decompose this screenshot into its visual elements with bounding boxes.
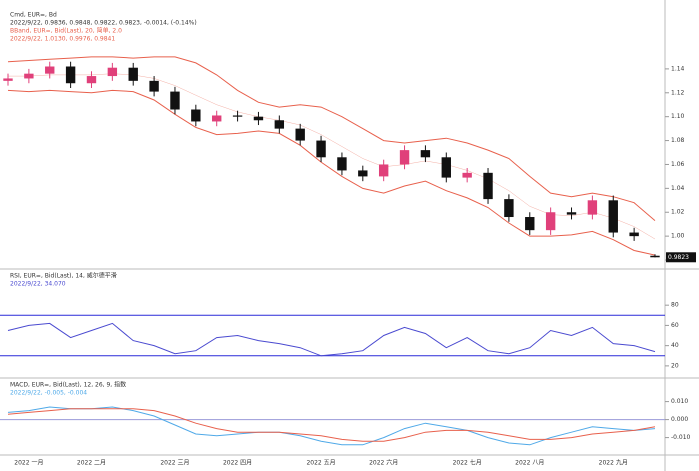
candle-body xyxy=(378,164,389,177)
x-tick-label: 2022 一月 xyxy=(14,460,43,467)
last-price-label: 0.9823 xyxy=(668,254,689,261)
x-tick-label: 2022 八月 xyxy=(515,460,544,467)
candle-body xyxy=(587,200,598,215)
candle-body xyxy=(170,91,180,110)
candle-body xyxy=(358,170,368,177)
x-tick-label: 2022 五月 xyxy=(306,460,335,467)
y-tick-label: 1.04 xyxy=(671,185,685,192)
candle-body xyxy=(650,255,660,258)
y-tick-label: 20 xyxy=(671,362,679,369)
candle-body xyxy=(295,128,305,141)
candle-body xyxy=(420,150,431,158)
candle-body xyxy=(629,232,639,237)
candle-body xyxy=(441,157,451,178)
y-tick-label: 1.14 xyxy=(671,65,685,72)
chart-title: Cmd, EUR=, Bd xyxy=(10,12,57,19)
series-line xyxy=(7,322,656,357)
y-tick-label: 60 xyxy=(671,322,679,329)
candle-body xyxy=(337,157,347,171)
macd-subtitle: 2022/9/22, -0.005, -0.004 xyxy=(10,390,87,397)
y-tick-label: 1.06 xyxy=(671,161,685,168)
candle-body xyxy=(525,217,535,231)
band-lower xyxy=(7,89,656,256)
candle-body xyxy=(504,199,514,218)
candle-body xyxy=(191,109,201,122)
x-tick-label: 2022 七月 xyxy=(453,459,482,467)
candle-body xyxy=(3,78,13,81)
y-tick-label: -0.010 xyxy=(671,434,691,441)
candle-body xyxy=(483,172,493,200)
band-upper xyxy=(7,56,656,221)
candle-body xyxy=(462,172,472,178)
candle-body xyxy=(274,120,285,129)
candle-body xyxy=(253,116,264,121)
rsi-subtitle: 2022/9/22, 34.070 xyxy=(10,281,66,288)
y-tick-label: 1.02 xyxy=(671,209,685,216)
y-tick-label: 40 xyxy=(671,342,679,349)
y-tick-label: 1.10 xyxy=(671,113,685,120)
band-name: BBand, EUR=, Bid(Last), 20, 简单, 2.0 xyxy=(10,27,122,35)
series-line xyxy=(7,408,656,442)
candle-body xyxy=(232,115,243,117)
x-tick-label: 2022 二月 xyxy=(77,460,106,467)
candle-body xyxy=(45,66,55,74)
candle-body xyxy=(65,66,76,84)
band-label: 2022/9/22, 1.0130, 0.9976, 0.9841 xyxy=(10,36,115,43)
y-tick-label: 1.08 xyxy=(671,137,685,144)
candle-body xyxy=(107,67,118,77)
x-tick-label: 2022 六月 xyxy=(369,459,398,467)
y-tick-label: 1.00 xyxy=(671,233,685,240)
series-line xyxy=(7,406,656,446)
y-tick-label: 0.010 xyxy=(671,398,688,405)
candle-body xyxy=(24,73,34,79)
candle-body xyxy=(316,140,326,158)
candle-body xyxy=(545,212,556,231)
macd-title: MACD, EUR=, Bid(Last), 12, 26, 9, 指数 xyxy=(10,381,126,389)
candle-body xyxy=(149,80,159,92)
candle-body xyxy=(566,212,577,215)
y-tick-label: 80 xyxy=(671,302,679,309)
x-tick-label: 2022 四月 xyxy=(223,460,252,467)
candle-body xyxy=(608,200,618,233)
rsi-title: RSI, EUR=, Bid(Last), 14, 威尔德平滑 xyxy=(10,272,117,280)
y-tick-label: 0.000 xyxy=(671,416,688,423)
candle-body xyxy=(128,67,138,81)
y-tick-label: 1.12 xyxy=(671,89,685,96)
x-tick-label: 2022 九月 xyxy=(599,459,628,467)
candle-body xyxy=(399,150,410,165)
last-price-box xyxy=(666,252,696,263)
x-tick-label: 2022 三月 xyxy=(160,460,189,467)
chart-subtitle: 2022/9/22, 0.9836, 0.9848, 0.9822, 0.982… xyxy=(10,20,197,27)
candle-body xyxy=(86,76,97,84)
candle-body xyxy=(212,115,222,122)
